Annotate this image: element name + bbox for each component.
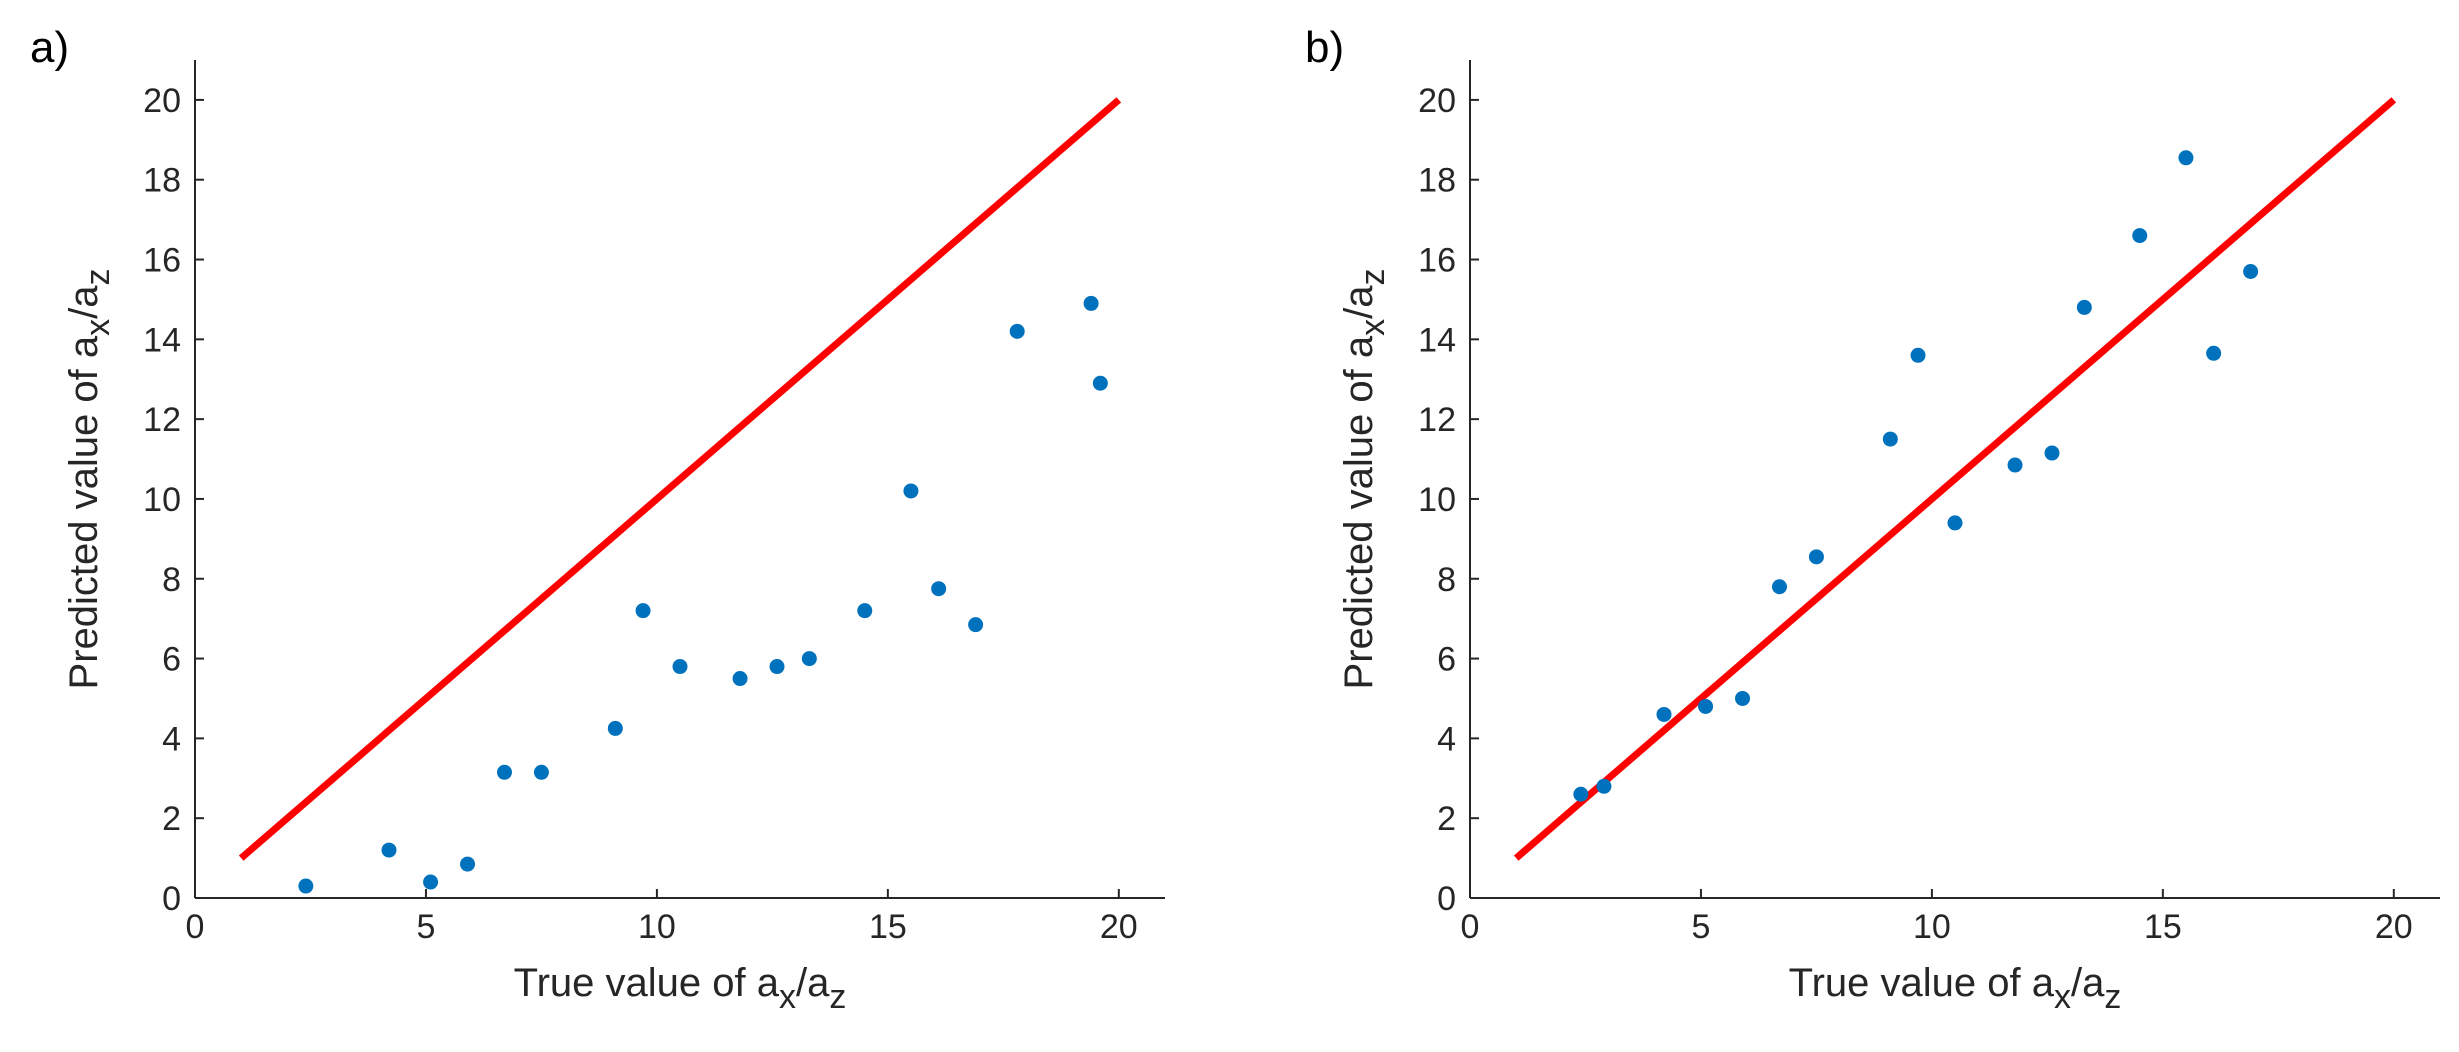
y-tick-label: 16 [1418,242,1456,280]
data-point [1092,375,1108,391]
y-tick-label: 2 [162,800,181,838]
y-tick-label: 18 [1418,162,1456,200]
x-tick-label: 15 [2144,908,2182,946]
y-axis-label: Predicted value of ax/az [62,269,117,690]
y-tick-label: 18 [143,162,181,200]
y-axis-label: Predicted value of ax/az [1337,269,1392,690]
y-tick-label: 12 [1418,401,1456,439]
data-point [801,651,817,667]
y-tick-label: 12 [143,401,181,439]
x-tick-label: 0 [1461,908,1480,946]
x-tick-label: 10 [638,908,676,946]
y-tick-label: 16 [143,242,181,280]
data-point [635,603,651,619]
data-point [423,874,439,890]
data-point [607,720,623,736]
y-tick-label: 6 [1437,641,1456,679]
y-tick-label: 10 [143,481,181,519]
reference-line [238,97,1122,861]
data-point [2206,345,2222,361]
data-point [298,878,314,894]
data-point [931,581,947,597]
data-point [672,659,688,675]
data-point [769,659,785,675]
y-tick-label: 20 [143,82,181,120]
y-tick-label: 10 [1418,481,1456,519]
data-point [1656,706,1672,722]
data-point [496,764,512,780]
y-tick-label: 6 [162,641,181,679]
y-tick-label: 2 [1437,800,1456,838]
x-tick-label: 20 [1100,908,1138,946]
chart-panel-b: b) 0 5 10 15 20 0 2 4 6 8 10 12 14 16 18 20 True value of… [1305,23,2440,1016]
x-tick-label: 5 [416,908,435,946]
data-point [460,856,476,872]
y-tick-label: 4 [162,720,181,758]
chart-panel-a: a) 0 5 10 15 20 0 2 4 6 8 10 12 14 16 18 20 True value of… [30,23,1165,1016]
data-point [1947,515,1963,531]
x-tick-label: 10 [1913,908,1951,946]
y-tick-label: 4 [1437,720,1456,758]
x-tick-label: 0 [186,908,205,946]
data-point [2243,263,2259,279]
data-point [2044,445,2060,461]
panel-label: b) [1305,23,1344,72]
x-axis-label: True value of ax/az [1789,961,2122,1016]
data-point [2076,299,2092,315]
y-tick-label: 20 [1418,82,1456,120]
data-point [857,603,873,619]
data-point [1771,579,1787,595]
data-point [1009,323,1025,339]
data-point [1596,778,1612,794]
data-point [1910,347,1926,363]
y-tick-label: 14 [143,321,181,359]
data-point [2178,150,2194,166]
data-point [533,764,549,780]
y-tick-label: 8 [162,561,181,599]
data-point [968,617,984,633]
data-point [2007,457,2023,473]
x-tick-label: 5 [1691,908,1710,946]
y-tick-label: 0 [1437,880,1456,918]
data-point [1083,295,1099,311]
reference-line [1513,97,2397,861]
x-tick-label: 20 [2375,908,2413,946]
data-point [1573,786,1589,802]
x-tick-label: 15 [869,908,907,946]
y-tick-label: 14 [1418,321,1456,359]
data-point [1735,690,1751,706]
y-tick-label: 0 [162,880,181,918]
y-tick-label: 8 [1437,561,1456,599]
data-point [1698,698,1714,714]
data-point [1808,549,1824,565]
data-point [381,842,397,858]
data-point [1882,431,1898,447]
data-point [732,671,748,687]
data-point [2132,228,2148,244]
x-axis-label: True value of ax/az [514,961,847,1016]
data-point [903,483,919,499]
panel-label: a) [30,23,69,72]
